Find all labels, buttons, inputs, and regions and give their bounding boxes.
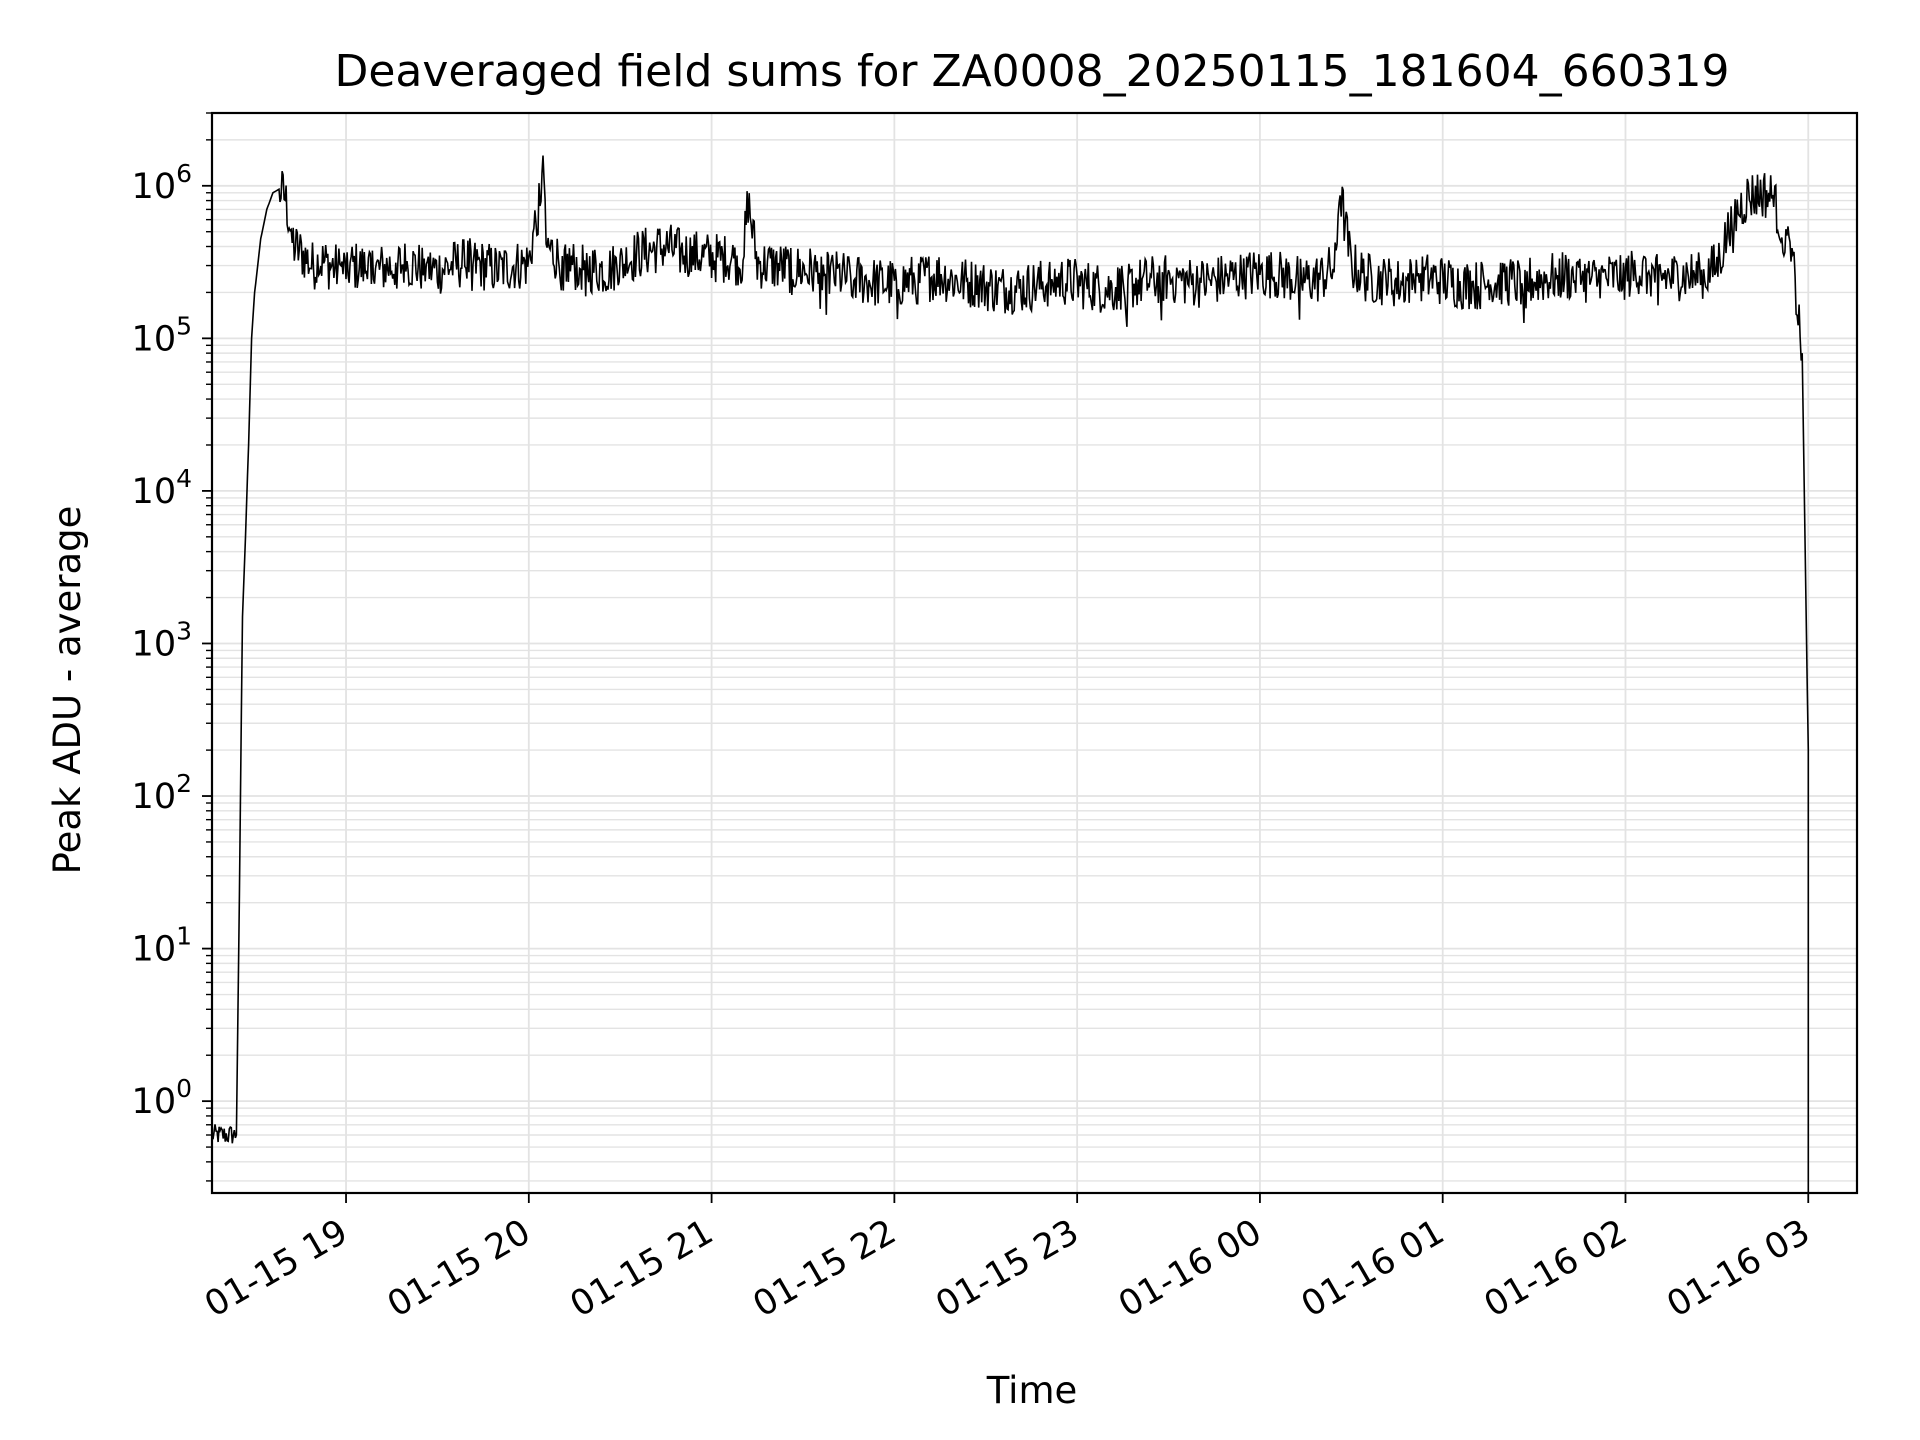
- chart-title: Deaveraged field sums for ZA0008_2025011…: [334, 46, 1729, 97]
- y-axis-label: Peak ADU - average: [46, 506, 89, 875]
- x-axis-label: Time: [986, 1369, 1078, 1412]
- y-tick-label: 106: [132, 159, 192, 207]
- y-tick-label: 103: [132, 616, 192, 664]
- major-grid: [212, 113, 1857, 1193]
- y-tick-label: 102: [132, 769, 192, 817]
- series-line: [211, 155, 1810, 1193]
- y-tick-label: 104: [132, 464, 192, 512]
- minor-grid: [212, 112, 1857, 1182]
- y-tick-label: 100: [132, 1074, 192, 1122]
- y-tick-label: 101: [132, 922, 192, 970]
- plot-frame: [210, 111, 1859, 1195]
- y-axis-ticks: 100 101 102 103 104 105 106: [132, 112, 212, 1182]
- y-tick-label: 105: [132, 311, 192, 359]
